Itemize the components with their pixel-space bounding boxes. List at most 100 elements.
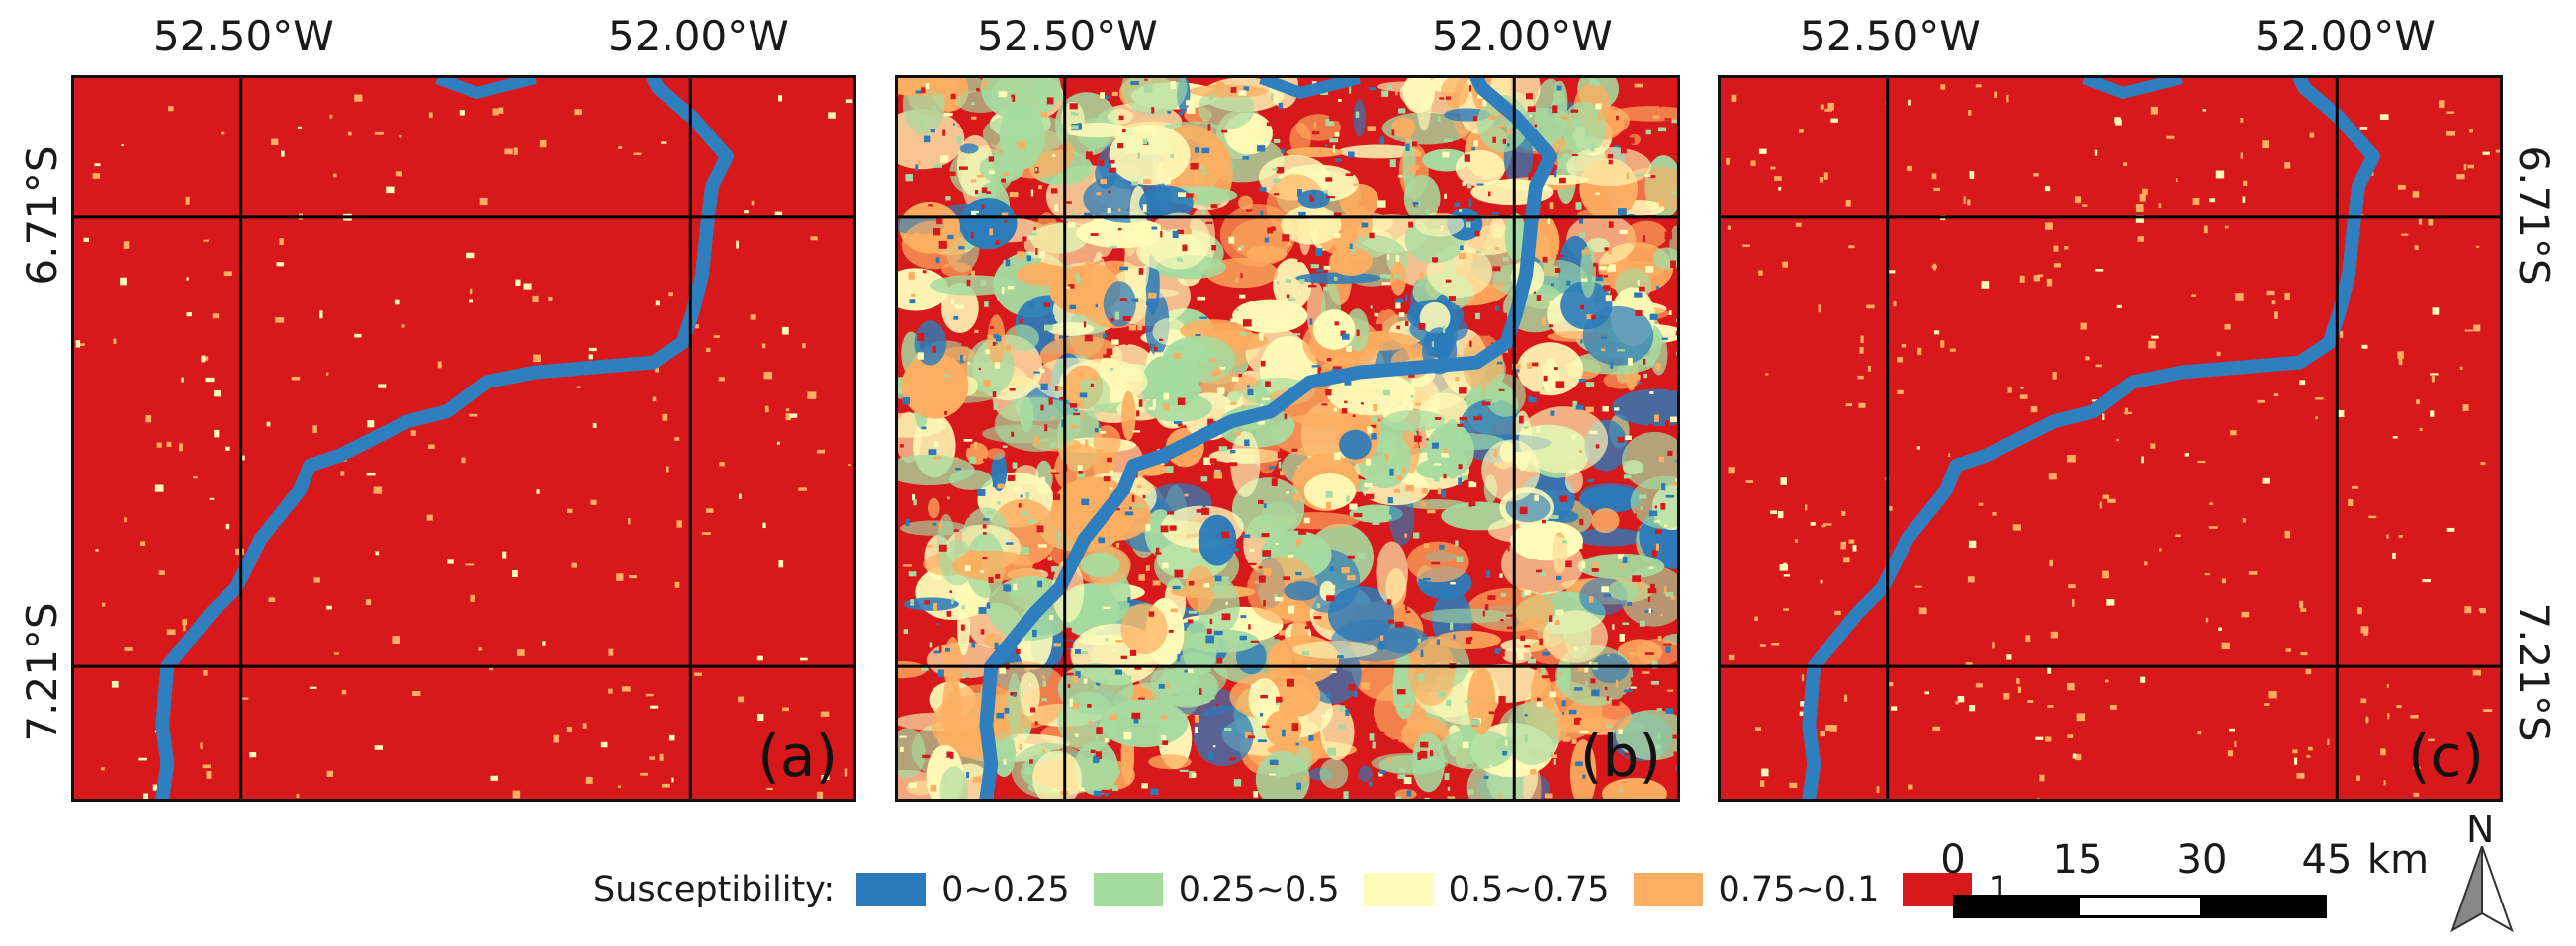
raster-pixel	[1603, 285, 1611, 291]
raster-pixel	[1657, 635, 1662, 642]
raster-pixel	[1443, 138, 1453, 142]
raster-pixel	[1675, 765, 1677, 771]
raster-pixel	[1013, 486, 1022, 492]
raster-pixel	[365, 599, 372, 606]
raster-pixel	[751, 200, 755, 206]
raster-pixel	[1527, 106, 1536, 113]
raster-pixel	[567, 508, 573, 514]
north-arrow-icon	[2450, 846, 2514, 933]
raster-pixel	[902, 564, 912, 567]
raster-pixel	[919, 118, 924, 127]
raster-pixel	[1245, 732, 1252, 739]
raster-patch	[1407, 638, 1456, 706]
legend-label-1: 0.25~0.5	[1178, 870, 1340, 909]
raster-pixel	[1114, 669, 1122, 675]
raster-pixel	[1260, 694, 1269, 699]
raster-pixel	[1030, 189, 1034, 197]
raster-pixel	[1782, 261, 1788, 268]
raster-pixel	[960, 624, 965, 631]
raster-pixel	[950, 93, 956, 100]
raster-pixel	[1046, 97, 1054, 105]
raster-pixel	[1417, 673, 1425, 682]
raster-pixel	[291, 376, 301, 381]
raster-pixel	[1672, 734, 1677, 739]
raster-pixel	[1007, 286, 1015, 290]
raster-pixel	[1758, 148, 1767, 154]
raster-patch	[1099, 699, 1189, 748]
raster-pixel	[1240, 615, 1247, 619]
raster-pixel	[1048, 397, 1053, 405]
raster-pixel	[2227, 750, 2234, 757]
raster-pixel	[1770, 510, 1777, 514]
raster-patch	[1032, 750, 1082, 799]
raster-pixel	[1574, 687, 1583, 691]
raster-pixel	[1137, 762, 1143, 767]
raster-pixel	[1542, 651, 1550, 656]
raster-pixel	[1498, 282, 1504, 287]
raster-pixel	[1559, 495, 1567, 502]
raster-pixel	[1342, 317, 1350, 320]
raster-patch	[1284, 581, 1320, 601]
raster-patch	[980, 78, 1061, 121]
raster-pixel	[1231, 376, 1239, 382]
raster-patch	[1248, 678, 1281, 722]
raster-pixel	[1754, 616, 1758, 621]
raster-pixel	[1446, 699, 1452, 707]
raster-pixel	[763, 371, 773, 380]
raster-pixel	[1381, 282, 1391, 286]
raster-pixel	[209, 497, 215, 500]
raster-pixel	[1389, 468, 1394, 476]
raster-pixel	[2036, 798, 2040, 799]
raster-pixel	[2095, 364, 2103, 368]
raster-pixel	[1541, 386, 1545, 390]
raster-pixel	[275, 317, 285, 323]
raster-pixel	[932, 522, 937, 526]
raster-pixel	[2398, 358, 2403, 366]
raster-pixel	[1634, 292, 1643, 298]
raster-pixel	[2094, 149, 2098, 156]
raster-pixel	[1548, 324, 1554, 328]
raster-pixel	[1590, 678, 1596, 684]
raster-pixel	[1344, 381, 1352, 386]
raster-pixel	[1223, 727, 1232, 731]
raster-pixel	[588, 354, 593, 360]
raster-pixel	[1170, 81, 1177, 90]
raster-pixel	[2184, 453, 2189, 457]
raster-pixel	[1622, 556, 1628, 563]
raster-patch	[1591, 653, 1630, 684]
raster-pixel	[1649, 583, 1655, 589]
raster-pixel	[1068, 284, 1075, 289]
raster-pixel	[778, 95, 783, 102]
raster-pixel	[1100, 92, 1106, 99]
raster-pixel	[1291, 448, 1298, 452]
raster-pixel	[1726, 157, 1730, 165]
raster-patch	[1295, 746, 1313, 773]
raster-pixel	[2392, 436, 2398, 439]
raster-pixel	[970, 179, 977, 183]
raster-pixel	[936, 218, 943, 225]
raster-pixel	[1221, 531, 1230, 539]
raster-pixel	[1554, 620, 1560, 626]
raster-pixel	[1488, 115, 1496, 121]
raster-pixel	[1409, 166, 1416, 174]
raster-pixel	[2017, 686, 2022, 693]
raster-pixel	[1932, 726, 1941, 732]
raster-pixel	[1405, 610, 1411, 614]
raster-pixel	[1587, 478, 1594, 483]
raster-pixel	[2158, 203, 2162, 208]
raster-pixel	[1601, 336, 1607, 340]
raster-pixel	[961, 342, 968, 347]
raster-pixel	[1969, 171, 1975, 179]
raster-pixel	[1437, 487, 1442, 495]
raster-pixel	[997, 483, 1005, 489]
raster-pixel	[1516, 368, 1520, 373]
raster-pixel	[943, 112, 953, 117]
raster-patch	[1014, 465, 1039, 485]
raster-pixel	[2020, 386, 2024, 389]
raster-pixel	[933, 227, 941, 236]
raster-pixel	[2472, 669, 2481, 676]
raster-pixel	[1568, 709, 1577, 715]
raster-pixel	[2338, 409, 2345, 418]
raster-pixel	[2361, 344, 2368, 349]
raster-pixel	[1940, 84, 1946, 90]
